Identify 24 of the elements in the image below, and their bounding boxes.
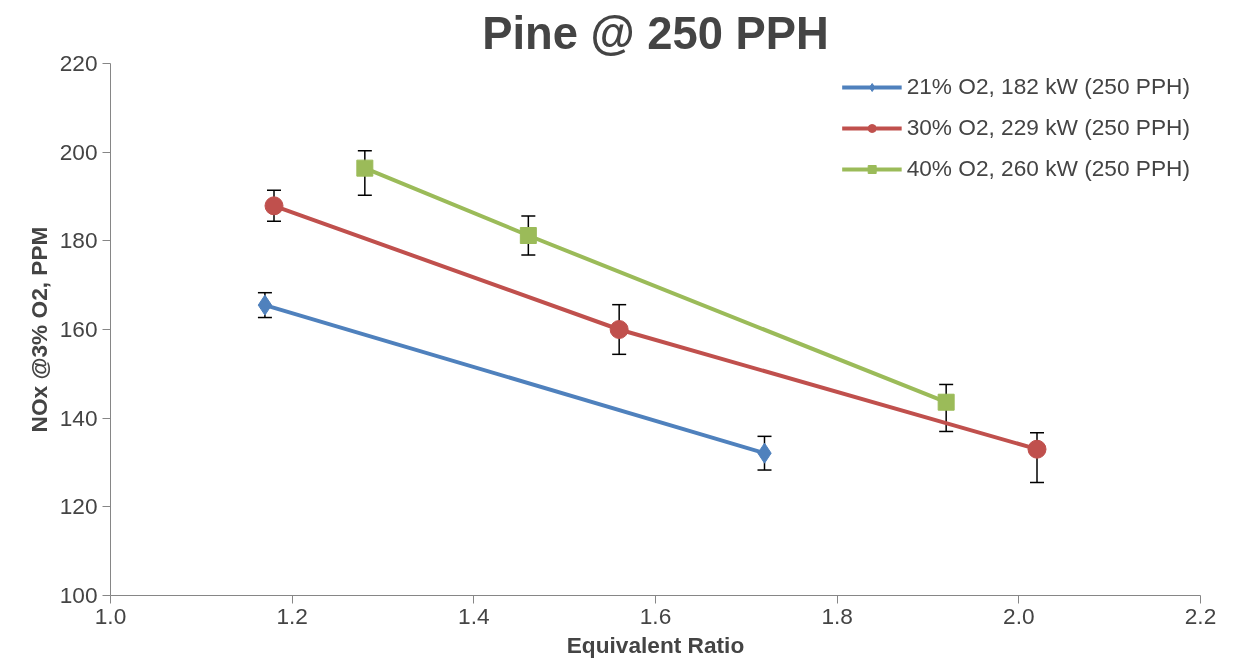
legend-label: 30% O2, 229 kW (250 PPH) [906, 114, 1190, 141]
x-tick-label: 2.0 [1003, 602, 1035, 629]
legend-label: 21% O2, 182 kW (250 PPH) [906, 73, 1190, 100]
point [1027, 439, 1047, 459]
y-tick-label: 120 [59, 493, 98, 520]
y-tick-label: 160 [59, 316, 98, 342]
point [356, 159, 374, 177]
y-tick-label: 140 [59, 404, 98, 431]
y-tick-label: 200 [59, 138, 98, 165]
y-axis-title: NOx @3% O2, PPM [25, 226, 52, 433]
chart-title: Pine @ 250 PPH [482, 7, 829, 59]
y-tick-label: 180 [59, 227, 98, 254]
point [609, 320, 629, 339]
x-tick-label: 1.8 [821, 602, 853, 629]
point [519, 227, 537, 245]
x-tick-label: 1.6 [639, 602, 672, 629]
x-tick-label: 2.2 [1184, 602, 1217, 629]
y-tick-label: 220 [59, 50, 98, 76]
point [937, 393, 955, 411]
x-tick-label: 1.2 [276, 602, 308, 629]
legend-label: 40% O2, 260 kW (250 PPH) [906, 155, 1190, 182]
x-axis-title: Equivalent Ratio [566, 631, 745, 658]
point [264, 196, 284, 216]
x-tick-label: 1.4 [458, 602, 490, 629]
